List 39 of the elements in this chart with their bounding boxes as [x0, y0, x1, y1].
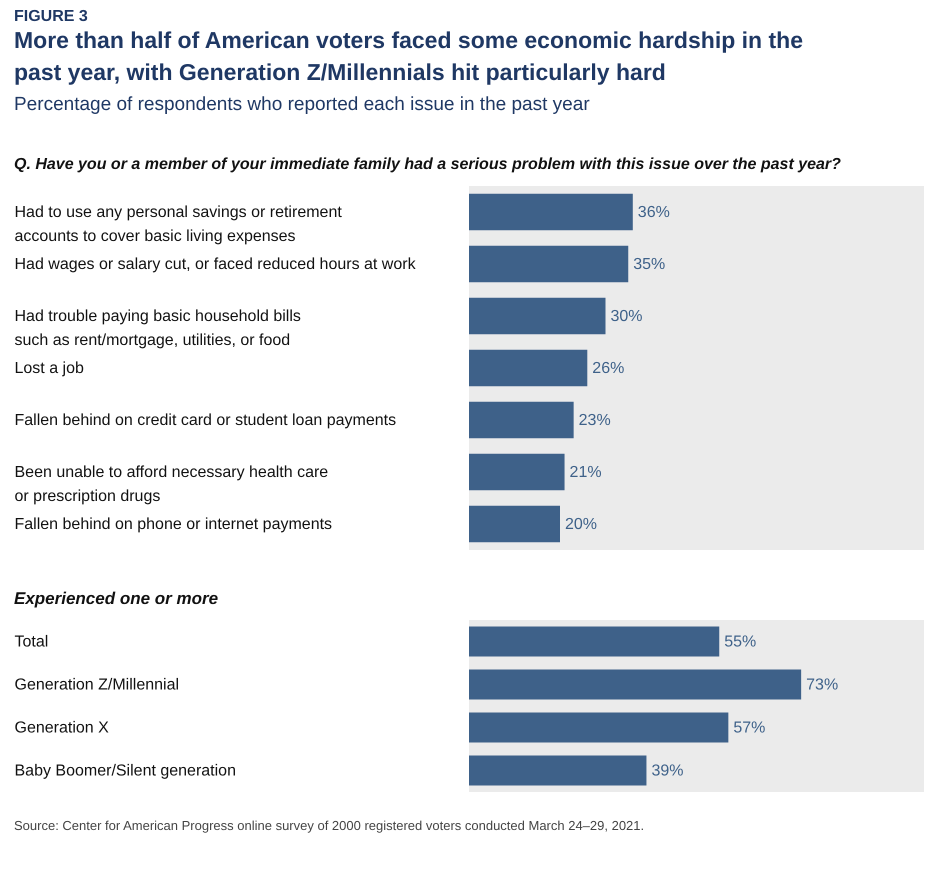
- data-label: 20%: [565, 516, 598, 533]
- bar: [469, 712, 728, 743]
- data-label: 30%: [610, 308, 643, 325]
- bar: [469, 669, 802, 700]
- data-label: 36%: [638, 204, 670, 221]
- bar: [469, 506, 560, 542]
- data-label: 26%: [592, 360, 624, 377]
- data-label: 57%: [733, 720, 766, 736]
- data-label: 39%: [651, 762, 684, 780]
- y-tick-label: Lost a job: [14, 360, 84, 377]
- source-note: Source: Center for American Progress online survey of 2000 registered voters conducted March 24–29, 2021.: [14, 818, 644, 833]
- data-label: 35%: [633, 256, 666, 273]
- bar: [469, 246, 628, 282]
- y-tick-label: Been unable to afford necessary health care or prescription drugs: [14, 464, 328, 505]
- y-tick-label: Baby Boomer/Silent generation: [14, 762, 236, 780]
- y-tick-label: Had to use any personal savings or retirement accounts to cover basic living expenses: [14, 204, 342, 245]
- bar: [469, 454, 565, 490]
- data-label: 23%: [578, 412, 611, 429]
- bar: [469, 755, 646, 786]
- bar: [469, 350, 588, 386]
- y-tick-label: Total: [14, 634, 48, 650]
- y-tick-label: Fallen behind on phone or internet payments: [14, 516, 332, 533]
- y-tick-label: Had trouble paying basic household bills such as rent/mortgage, utilities, or food: [14, 308, 301, 349]
- text: Q. Have you or a member of your immediate family had a serious problem with this issue over the past year?: [14, 156, 842, 173]
- bar: [469, 194, 633, 230]
- data-label: 21%: [570, 464, 602, 481]
- caption: FIGURE 3: [14, 8, 88, 25]
- y-tick-label: Generation Z/Millennial: [14, 676, 180, 694]
- y-tick-label: Fallen behind on credit card or student loan payments: [14, 412, 396, 429]
- data-label: 55%: [724, 634, 756, 650]
- data-label: 73%: [806, 676, 838, 694]
- y-tick-label: Had wages or salary cut, or faced reduced hours at work: [14, 256, 417, 273]
- text: Percentage of respondents who reported each issue in the past year: [14, 94, 590, 115]
- bar: [469, 626, 720, 657]
- bar: [469, 402, 574, 438]
- y-tick-label: Generation X: [14, 720, 110, 736]
- bar: [469, 298, 606, 334]
- text: Experienced one or more: [14, 589, 218, 608]
- chart-title: More than half of American voters faced some economic hardship in the past year, with Generation Z/Millennials hit particularly hard: [14, 27, 803, 85]
